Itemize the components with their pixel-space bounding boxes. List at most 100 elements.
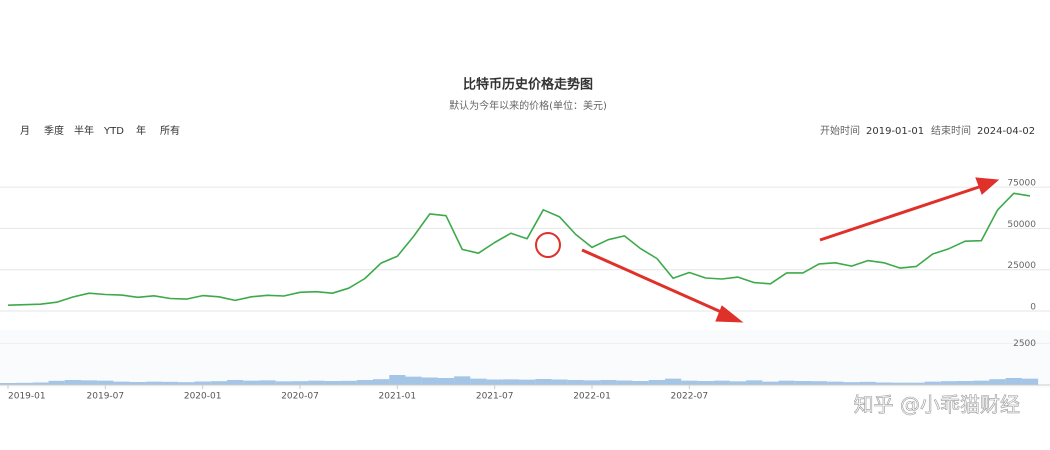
volume-bar	[405, 376, 422, 385]
x-tick-label: 2021-07	[476, 392, 514, 402]
volume-bar	[259, 380, 276, 385]
volume-bar	[243, 380, 260, 385]
volume-bar	[48, 380, 65, 385]
volume-bar	[162, 381, 179, 385]
chart-title: 比特币历史价格走势图	[463, 77, 593, 93]
volume-bar	[989, 379, 1006, 385]
volume-bar	[924, 381, 941, 385]
highlight-circle	[535, 232, 561, 258]
volume-bar	[227, 380, 244, 385]
arrow-head	[715, 305, 744, 323]
volume-bar	[940, 381, 957, 385]
x-tick-label: 2022-01	[573, 392, 611, 402]
volume-bar	[324, 381, 341, 385]
volume-bar	[389, 375, 406, 385]
volume-bar	[973, 380, 990, 385]
volume-bar	[746, 380, 763, 385]
volume-bar	[583, 380, 601, 385]
end-label: 结束时间	[931, 124, 971, 137]
price-line	[7, 192, 1031, 306]
nav-y-tick-label: 2500	[1013, 339, 1036, 349]
volume-bar	[178, 382, 195, 385]
range-button[interactable]: YTD	[103, 126, 124, 137]
volume-bar	[875, 382, 893, 385]
volume-bar	[551, 379, 568, 385]
volume-bar	[486, 379, 503, 385]
volume-bar	[32, 382, 49, 385]
volume-bar	[64, 380, 81, 385]
x-tick-label: 2020-01	[184, 392, 222, 402]
volume-bar	[145, 381, 163, 385]
volume-bar	[762, 381, 779, 385]
range-button[interactable]: 季度	[44, 124, 64, 137]
volume-bar	[794, 381, 811, 385]
volume-bar	[567, 380, 584, 385]
volume-bar	[437, 378, 455, 385]
volume-bar	[308, 380, 325, 385]
chart-subtitle: 默认为今年以来的价格(单位：美元)	[449, 99, 607, 112]
volume-bar	[957, 381, 974, 385]
x-tick-label: 2019-07	[87, 392, 125, 402]
volume-bar	[681, 380, 698, 385]
y-tick-label: 50000	[1007, 220, 1036, 230]
volume-bar	[908, 382, 925, 385]
volume-bar	[811, 381, 828, 385]
end-date[interactable]: 2024-04-02	[977, 126, 1035, 137]
volume-bar	[648, 380, 665, 385]
y-tick-label: 75000	[1007, 179, 1036, 189]
x-tick-label: 2019-01	[8, 392, 46, 402]
volume-bar	[194, 381, 211, 385]
x-tick-label: 2022-07	[671, 392, 709, 402]
volume-bar	[1021, 378, 1039, 385]
arrow-up	[819, 183, 986, 242]
volume-bar	[210, 381, 227, 385]
volume-bar	[291, 381, 309, 385]
volume-bar	[697, 381, 714, 385]
range-button[interactable]: 月	[20, 125, 30, 137]
volume-bar	[454, 376, 471, 385]
volume-bar	[502, 379, 519, 385]
x-tick-label: 2020-07	[281, 392, 319, 402]
arrow-down	[581, 248, 729, 317]
plot: 月 季度 半年 YTD 年 所有 0 25000 50000 75000 2500 2019-01 20…	[0, 124, 1050, 402]
volume-bar	[729, 381, 747, 385]
volume-bar	[535, 379, 552, 385]
start-date[interactable]: 2019-01-01	[866, 126, 924, 137]
volume-bar	[81, 380, 98, 385]
y-tick-label: 0	[1030, 303, 1036, 313]
volume-bar	[616, 380, 633, 385]
volume-bar	[129, 382, 146, 385]
volume-bar	[16, 382, 33, 385]
volume-bar	[859, 381, 876, 385]
volume-bar	[843, 382, 860, 385]
range-button[interactable]: 所有	[160, 124, 180, 137]
volume-bar	[600, 380, 617, 385]
range-button[interactable]: 年	[136, 124, 146, 137]
volume-bar	[519, 379, 536, 385]
volume-bar	[778, 380, 795, 385]
volume-bar	[892, 382, 909, 385]
volume-bar	[373, 379, 390, 385]
volume-bar	[470, 378, 487, 385]
navigator-bg	[0, 330, 1050, 388]
volume-bar	[0, 383, 17, 385]
volume-bar	[113, 381, 130, 385]
start-label: 开始时间	[820, 124, 860, 137]
volume-bar	[632, 381, 649, 385]
volume-bar	[356, 380, 373, 385]
range-button[interactable]: 半年	[74, 124, 94, 137]
x-tick-label: 2021-01	[379, 392, 417, 402]
volume-bar	[1005, 378, 1022, 385]
volume-bar	[340, 380, 357, 385]
arrow-head	[975, 177, 1000, 195]
y-tick-label: 25000	[1007, 261, 1036, 271]
volume-bar	[275, 381, 292, 385]
volume-bar	[665, 378, 682, 385]
volume-bar	[97, 380, 114, 385]
annotations	[535, 177, 1000, 323]
watermark: 知乎 @小乖猫财经	[854, 393, 1020, 417]
volume-bar	[713, 380, 730, 385]
volume-bar	[827, 381, 844, 385]
volume-bar	[421, 377, 438, 385]
